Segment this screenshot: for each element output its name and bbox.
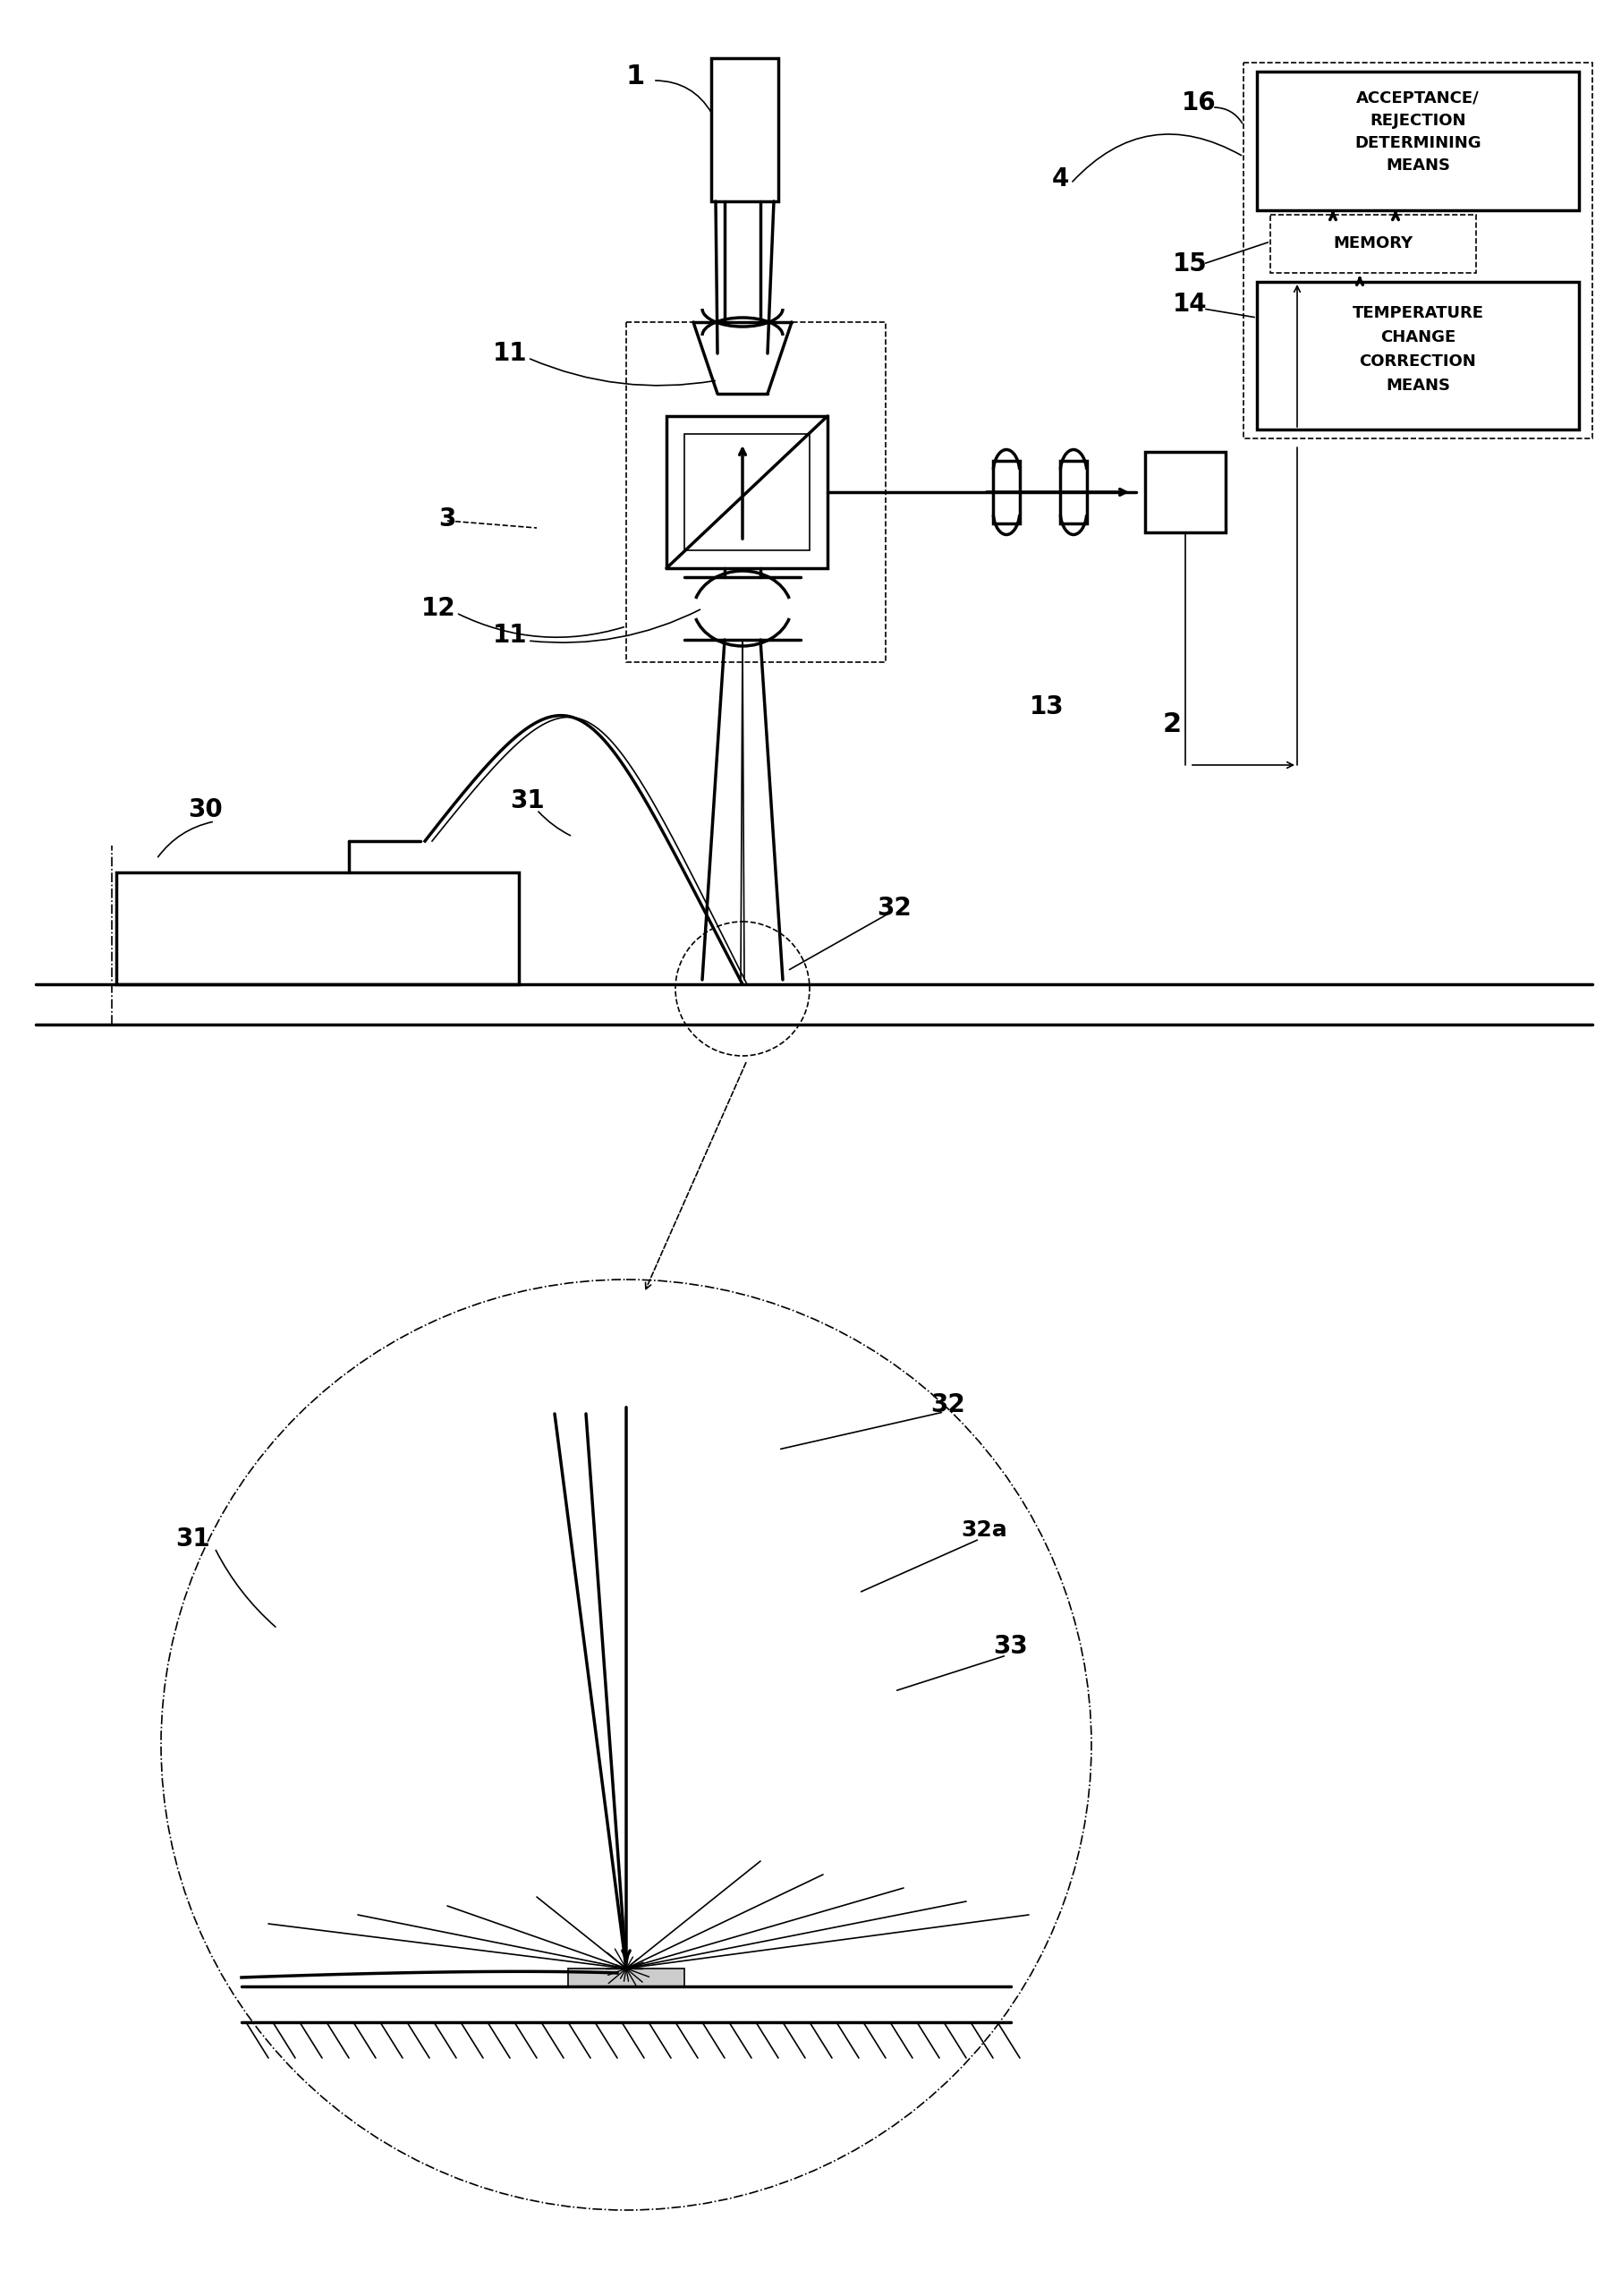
Text: 1: 1 [626, 62, 645, 90]
Bar [117, 872, 519, 985]
Text: MEANS: MEANS [1386, 377, 1451, 393]
Bar [666, 416, 827, 567]
Text: 11: 11 [493, 340, 527, 365]
Text: 31: 31 [511, 788, 545, 813]
Text: 15: 15 [1172, 253, 1208, 276]
Bar [1271, 216, 1477, 273]
Bar [684, 434, 809, 551]
Text: 30: 30 [188, 797, 224, 822]
Text: DETERMINING: DETERMINING [1355, 135, 1482, 152]
Text: 33: 33 [994, 1635, 1028, 1660]
Bar [1256, 71, 1579, 211]
Bar [1243, 62, 1592, 439]
Text: TEMPERATURE: TEMPERATURE [1352, 305, 1483, 321]
Text: MEANS: MEANS [1386, 158, 1451, 174]
Text: 31: 31 [175, 1527, 209, 1552]
Text: 16: 16 [1182, 90, 1216, 115]
Text: MEMORY: MEMORY [1334, 234, 1414, 253]
Text: 2: 2 [1162, 712, 1182, 737]
Text: 11: 11 [493, 622, 527, 647]
Text: CHANGE: CHANGE [1379, 328, 1456, 344]
Bar [1060, 461, 1088, 523]
Text: 13: 13 [1029, 693, 1063, 719]
Bar [712, 57, 778, 202]
Text: 32: 32 [877, 895, 913, 921]
Bar [1144, 452, 1225, 533]
Bar [626, 321, 885, 661]
Text: REJECTION: REJECTION [1370, 113, 1465, 129]
Bar [994, 461, 1020, 523]
Text: 4: 4 [1052, 165, 1068, 191]
Text: 3: 3 [439, 507, 456, 530]
Text: 14: 14 [1172, 292, 1208, 317]
Text: 32: 32 [930, 1391, 966, 1417]
Text: 12: 12 [421, 597, 456, 620]
Text: CORRECTION: CORRECTION [1360, 354, 1477, 370]
Bar [1256, 282, 1579, 429]
Text: 32a: 32a [961, 1520, 1007, 1541]
Text: ACCEPTANCE/: ACCEPTANCE/ [1357, 90, 1480, 106]
Bar [567, 1968, 684, 1986]
